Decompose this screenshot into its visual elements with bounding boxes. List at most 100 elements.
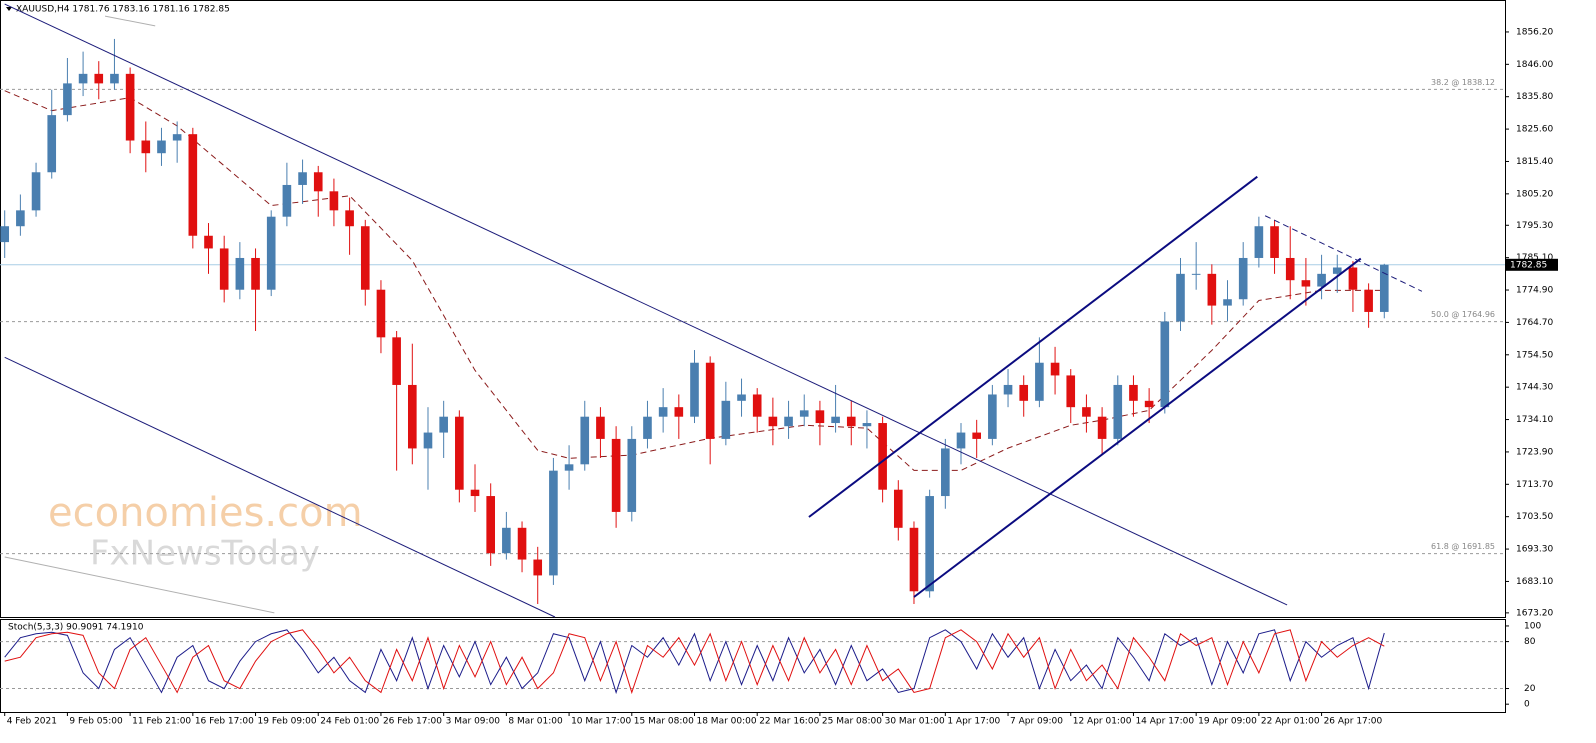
y-tick-label: 1774.90: [1516, 286, 1553, 296]
candle-body: [455, 416, 464, 490]
candle-body: [831, 416, 840, 424]
x-tick-label: 16 Feb 17:00: [195, 717, 254, 727]
candle-body: [815, 410, 825, 424]
candle-body: [1003, 384, 1013, 395]
candle-body: [1035, 362, 1044, 401]
candle-body: [423, 432, 433, 449]
candle-body: [470, 489, 480, 497]
x-tick-label: 15 Mar 08:00: [634, 717, 694, 727]
candle-body: [1332, 267, 1342, 274]
x-tick-label: 7 Apr 09:00: [1010, 717, 1063, 727]
candle-body: [925, 496, 934, 592]
candle-body: [172, 134, 182, 141]
stoch-line: [4, 629, 1385, 695]
y-tick-label: 1815.40: [1516, 157, 1553, 167]
candle-body: [188, 134, 198, 236]
x-tick-label: 1 Apr 17:00: [947, 717, 1000, 727]
trendline: [1264, 215, 1423, 292]
candle-body: [1285, 257, 1295, 281]
x-tick-label: 24 Feb 01:00: [320, 717, 379, 727]
candle-body: [1379, 264, 1389, 312]
y-tick-label: 1785.10: [1516, 253, 1553, 263]
candle-body: [125, 73, 135, 141]
candle-body: [690, 362, 699, 417]
candle-body: [251, 257, 260, 290]
candle-body: [1364, 289, 1373, 312]
x-tick-label: 22 Apr 01:00: [1261, 717, 1320, 727]
candle-body: [298, 172, 307, 185]
candle-body: [862, 423, 872, 427]
candle-body: [893, 489, 903, 528]
y-tick-label: 0: [1524, 700, 1530, 710]
candle-body: [204, 235, 213, 249]
candle-body: [909, 527, 919, 592]
candle-body: [1223, 299, 1232, 306]
candle-body: [1050, 362, 1060, 376]
y-tick-label: 1673.20: [1516, 608, 1553, 618]
candle-body: [596, 416, 605, 439]
candle-body: [1207, 273, 1217, 306]
y-tick-label: 1683.10: [1516, 577, 1553, 587]
candle-body: [1176, 273, 1185, 322]
x-tick-label: 4 Feb 2021: [7, 717, 57, 727]
x-tick-label: 26 Apr 17:00: [1324, 717, 1383, 727]
trendline: [913, 257, 1362, 598]
candle-body: [345, 210, 354, 227]
candle-body: [549, 470, 558, 576]
candle-body: [141, 140, 151, 154]
candle-body: [1019, 384, 1029, 401]
candle-body: [784, 416, 793, 427]
candle-body: [1097, 416, 1107, 439]
candle-body: [1238, 257, 1248, 300]
candle-body: [1082, 407, 1091, 417]
candle-body: [580, 416, 590, 465]
x-tick-label: 3 Mar 09:00: [446, 717, 501, 727]
y-tick-label: 1805.20: [1516, 189, 1553, 199]
trendline: [808, 175, 1258, 518]
x-tick-label: 12 Apr 01:00: [1073, 717, 1132, 727]
candle-body: [846, 416, 856, 427]
stoch-panel: [0, 619, 1506, 713]
y-tick-label: 1703.50: [1516, 512, 1553, 522]
x-tick-label: 26 Feb 17:00: [383, 717, 442, 727]
candle-body: [157, 140, 166, 154]
candle-body: [235, 257, 245, 290]
candle-body: [360, 226, 370, 290]
y-tick-label: 20: [1524, 684, 1536, 694]
candle-body: [16, 210, 25, 227]
trendline: [104, 15, 156, 27]
candle-body: [329, 191, 339, 211]
candle-body: [972, 432, 981, 439]
x-tick-label: 22 Mar 16:00: [759, 717, 819, 727]
x-tick-label: 8 Mar 01:00: [508, 717, 563, 727]
trendline: [4, 556, 275, 614]
x-tick-label: 14 Apr 17:00: [1135, 717, 1194, 727]
candle-body: [0, 226, 10, 243]
candle-body: [627, 438, 637, 512]
x-tick-label: 18 Mar 00:00: [696, 717, 756, 727]
candle-body: [63, 83, 72, 116]
candle-body: [705, 362, 715, 439]
candle-body: [407, 384, 417, 449]
fib-label: 61.8 @ 1691.85: [1431, 542, 1495, 551]
y-tick-label: 1846.00: [1516, 60, 1553, 70]
y-tick-label: 1764.70: [1516, 318, 1553, 328]
y-tick-label: 1693.30: [1516, 545, 1553, 555]
y-tick-label: 80: [1524, 637, 1536, 647]
x-tick-label: 25 Mar 08:00: [822, 717, 882, 727]
candle-body: [282, 184, 292, 217]
x-tick-label: 11 Feb 21:00: [132, 717, 191, 727]
candle-body: [799, 410, 809, 417]
stoch-title: Stoch(5,3,3) 90.9091 74.1910: [8, 623, 144, 633]
x-tick-label: 30 Mar 01:00: [885, 717, 945, 727]
candle-body: [1129, 384, 1138, 401]
candle-body: [988, 394, 997, 439]
candle-body: [533, 559, 543, 576]
candle-body: [941, 448, 950, 497]
y-tick-label: 1713.70: [1516, 480, 1553, 490]
chart-title: XAUUSD,H4 1781.76 1783.16 1781.16 1782.8…: [16, 5, 230, 15]
candle-body: [502, 527, 511, 554]
candle-body: [47, 115, 57, 173]
